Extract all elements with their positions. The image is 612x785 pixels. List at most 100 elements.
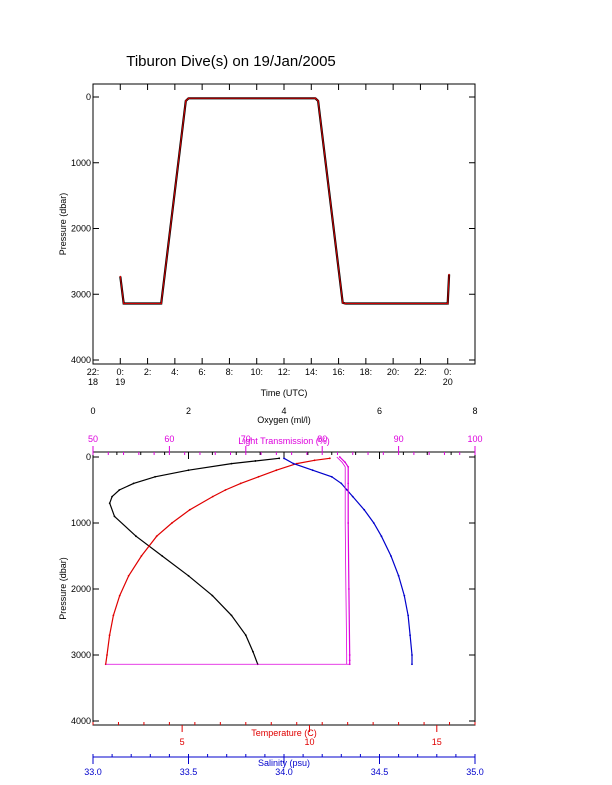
- oxygen-point: [161, 555, 164, 557]
- x-tick-label: 18:: [360, 367, 373, 377]
- light_transmission-point: [347, 466, 350, 468]
- x-tick-label: 20: [443, 377, 453, 387]
- salinity-tick-label: 34.0: [275, 767, 293, 777]
- x-tick-label: 18: [88, 377, 98, 387]
- temperature-point: [239, 482, 242, 485]
- salinity-point: [363, 508, 366, 511]
- pressure-point: [344, 302, 347, 305]
- light_transmission-tick-label: 60: [164, 434, 174, 444]
- temperature-point: [140, 555, 143, 557]
- light_transmission-point: [347, 482, 350, 485]
- pressure-point: [317, 100, 319, 102]
- oxygen-profile-line: [109, 457, 280, 665]
- x-tick-label: 19: [115, 377, 125, 387]
- x-tick-label: 16:: [332, 367, 345, 377]
- x-tick-label: 8:: [226, 367, 234, 377]
- pressure-point: [184, 100, 187, 102]
- x-tick-label: 6:: [198, 367, 206, 377]
- y-tick-label: 1000: [71, 518, 91, 528]
- oxygen-point: [111, 495, 113, 498]
- salinity-point: [311, 469, 314, 472]
- temperature-point: [127, 574, 130, 577]
- pressure-point: [160, 302, 163, 305]
- x-axis-label: Time (UTC): [261, 388, 308, 398]
- salinity-point: [407, 614, 410, 617]
- temperature-tick-label: 10: [304, 737, 314, 747]
- oxygen-point: [244, 634, 247, 637]
- temperature-point: [275, 469, 278, 472]
- y-tick-label: 4000: [71, 355, 91, 365]
- oxygen-point: [254, 460, 257, 462]
- x-tick-label: 0:: [444, 367, 452, 377]
- temperature-tick-label: 15: [432, 737, 442, 747]
- light_transmission-tick-label: 90: [394, 434, 404, 444]
- oxygen-tick-label: 8: [472, 406, 477, 416]
- oxygen-point: [187, 469, 190, 472]
- x-tick-label: 4:: [171, 367, 179, 377]
- pressure-trace-shadow: [119, 97, 451, 305]
- x-tick-label: 22:: [414, 367, 427, 377]
- salinity-point: [403, 594, 406, 597]
- y-axis-label: Pressure (dbar): [58, 193, 68, 256]
- oxygen-point: [108, 502, 111, 505]
- light_transmission-point: [347, 522, 350, 524]
- oxygen-point: [135, 535, 137, 538]
- light_transmission-point: [338, 456, 341, 458]
- temperature-tick-label: 5: [180, 737, 185, 747]
- light_transmission-tick-label: 50: [88, 434, 98, 444]
- temperature-point: [224, 489, 227, 491]
- temperature-point: [257, 475, 260, 478]
- oxygen-point: [118, 489, 121, 491]
- light_transmission-point: [344, 461, 347, 464]
- salinity-tick-label: 34.5: [371, 767, 389, 777]
- pressure-point: [119, 275, 122, 278]
- light_transmission-axis-label: Light Transmission (%): [238, 436, 330, 446]
- x-tick-label: 14:: [305, 367, 318, 377]
- oxygen-point: [230, 614, 233, 617]
- light_transmission-tick-label: 100: [467, 434, 482, 444]
- temperature-point: [118, 594, 121, 597]
- chart-title: Tiburon Dive(s) on 19/Jan/2005: [126, 53, 336, 70]
- light_transmission-point: [348, 654, 351, 656]
- oxygen-point: [278, 457, 281, 460]
- salinity-point: [330, 475, 333, 478]
- salinity-point: [372, 522, 375, 524]
- temperature-point: [313, 459, 316, 462]
- temperature-point: [211, 495, 214, 498]
- x-tick-label: 20:: [387, 367, 400, 377]
- x-tick-label: 10:: [250, 367, 263, 377]
- pressure-point: [341, 301, 344, 304]
- oxygen-tick-label: 0: [90, 406, 95, 416]
- oxygen-point: [154, 475, 156, 478]
- salinity-point: [409, 634, 411, 637]
- oxygen-tick-label: 4: [281, 406, 286, 416]
- y-tick-label: 3000: [71, 289, 91, 299]
- salinity-axis-label: Salinity (psu): [258, 758, 310, 768]
- salinity-tick-label: 33.5: [180, 767, 198, 777]
- y-tick-label: 0: [86, 92, 91, 102]
- pressure-point: [122, 302, 125, 305]
- light_transmission-point: [348, 588, 350, 590]
- pressure-trace: [119, 97, 450, 304]
- salinity-point: [390, 555, 392, 557]
- salinity-point: [340, 482, 343, 485]
- salinity-tick-label: 33.0: [84, 767, 102, 777]
- x-tick-label: 0:: [117, 367, 125, 377]
- temperature-axis-label: Temperature (C): [251, 728, 317, 738]
- y-tick-label: 2000: [71, 584, 91, 594]
- light_transmission-tick-label: 80: [317, 434, 327, 444]
- y-axis-label: Pressure (dbar): [58, 557, 68, 620]
- bottom-plot-frame: [92, 451, 476, 726]
- salinity-point: [380, 535, 383, 538]
- y-tick-label: 2000: [71, 224, 91, 234]
- pressure-point: [314, 97, 317, 100]
- oxygen-axis-label: Oxygen (ml/l): [257, 415, 311, 425]
- y-tick-label: 1000: [71, 158, 91, 168]
- profile-chart: 0 1000 2000 3000 4000 Pressure (dbar) 0 2 4 6 8 Oxy…: [58, 406, 484, 777]
- light_transmission-profile-line-alt: [336, 456, 348, 665]
- salinity-point: [346, 489, 348, 491]
- top-plot-frame: [92, 83, 476, 365]
- temperature-point: [328, 457, 331, 460]
